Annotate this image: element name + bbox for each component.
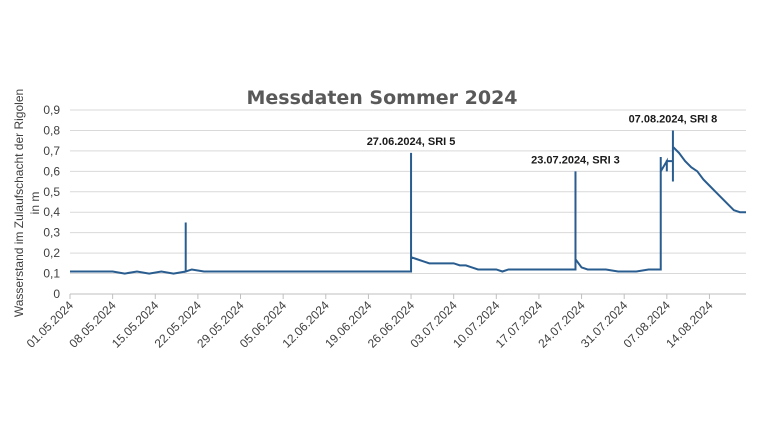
y-tick-label: 0,9 — [43, 103, 60, 117]
x-tick-labels: 01.05.202408.05.202415.05.202422.05.2024… — [24, 298, 716, 351]
y-tick-labels: 0 0,1 0,2 0,3 0,4 0,5 0,6 0,7 0,8 0,9 — [43, 103, 60, 301]
annotation-label: 07.08.2024, SRI 8 — [629, 113, 718, 125]
y-tick-label: 0,4 — [43, 205, 60, 219]
y-tick-label: 0,1 — [43, 267, 60, 281]
y-tick-label: 0,8 — [43, 123, 60, 137]
y-tick-label: 0,6 — [43, 164, 60, 178]
x-tick-marks — [69, 294, 710, 299]
y-tick-label: 0,2 — [43, 246, 60, 260]
y-tick-label: 0,7 — [43, 144, 60, 158]
x-tick-label: 14.08.2024 — [663, 298, 716, 351]
chart-title: Messdaten Sommer 2024 — [246, 87, 517, 109]
y-tick-label: 0 — [53, 287, 60, 301]
annotations: 27.06.2024, SRI 5 23.07.2024, SRI 3 07.08.… — [367, 113, 718, 166]
annotation-label: 23.07.2024, SRI 3 — [531, 154, 620, 166]
series-group — [70, 130, 746, 275]
series-line-0 — [70, 130, 746, 275]
y-axis-label-line2: in m — [28, 192, 42, 215]
annotation-label: 27.06.2024, SRI 5 — [367, 136, 456, 148]
gridlines — [70, 109, 746, 295]
y-axis-label-line1: Wasserstand im Zulaufschacht der Rigolen — [12, 89, 26, 317]
y-tick-label: 0,3 — [43, 226, 60, 240]
y-axis-label: Wasserstand im Zulaufschacht der Rigolen… — [12, 89, 42, 317]
y-tick-label: 0,5 — [43, 185, 60, 199]
